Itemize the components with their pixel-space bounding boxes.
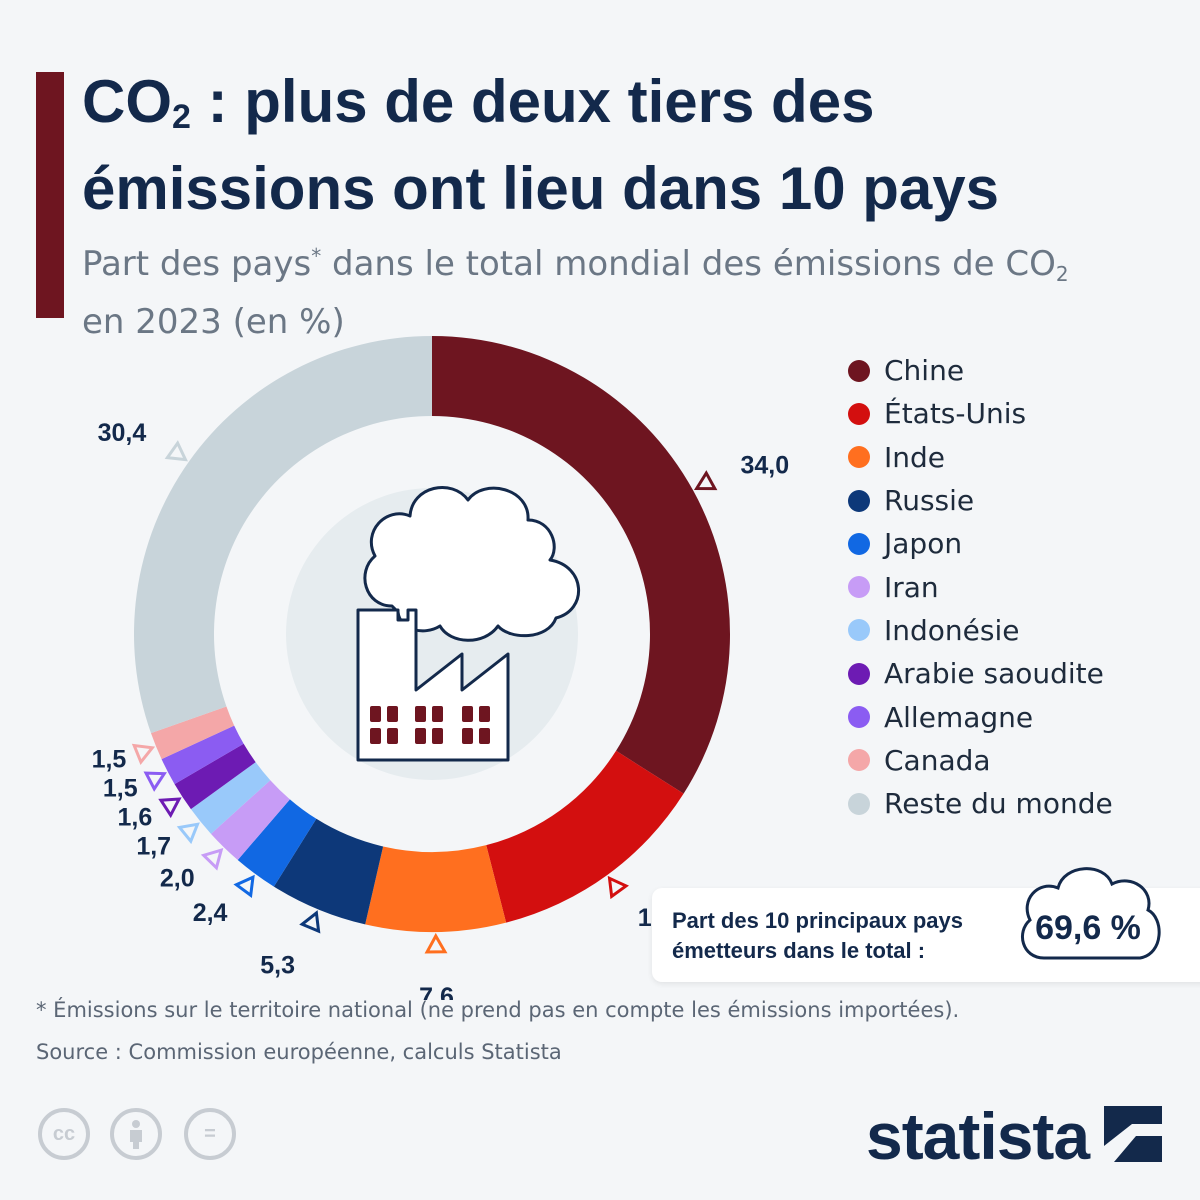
value-label-5: 2,0 — [160, 864, 195, 892]
pointer-0 — [693, 470, 718, 491]
slice-2 — [365, 845, 507, 932]
legend-swatch — [848, 706, 870, 729]
legend-swatch — [848, 446, 870, 469]
legend-swatch — [848, 576, 870, 599]
factory-cloud-icon — [356, 485, 581, 762]
legend-item: Canada — [848, 739, 1113, 782]
legend-label: Arabie saoudite — [884, 657, 1104, 691]
legend-swatch — [848, 489, 870, 512]
value-label-6: 1,7 — [136, 833, 171, 861]
legend-item: Russie — [848, 479, 1113, 522]
pointer-5 — [200, 848, 224, 871]
pointer-9 — [131, 743, 156, 765]
legend-swatch — [848, 749, 870, 772]
legend-item: Indonésie — [848, 609, 1113, 652]
legend-label: Chine — [884, 354, 965, 388]
value-label-10: 30,4 — [98, 419, 147, 447]
legend-swatch — [848, 402, 870, 425]
pointer-2 — [424, 932, 448, 954]
statista-logo-mark-icon — [1104, 1106, 1162, 1162]
legend-label: Japon — [884, 527, 963, 561]
pointer-4 — [233, 874, 255, 898]
pointer-7 — [158, 797, 182, 819]
statista-logo[interactable]: statista — [866, 1099, 1090, 1173]
legend-item: Chine — [848, 349, 1113, 392]
footnote: * Émissions sur le territoire national (… — [36, 998, 960, 1022]
legend-item: Japon — [848, 522, 1113, 565]
legend-label: Canada — [884, 743, 991, 777]
slice-0 — [432, 336, 731, 794]
value-label-8: 1,5 — [103, 775, 138, 803]
slice-1 — [486, 750, 684, 923]
summary-box: Part des 10 principaux pays émetteurs da… — [652, 867, 1200, 982]
title-accent-bar — [36, 72, 64, 318]
summary-value: 69,6 % — [1035, 909, 1141, 947]
legend-swatch — [848, 792, 870, 815]
value-label-7: 1,6 — [118, 803, 153, 831]
slice-9 — [150, 706, 235, 760]
factory-windows — [370, 706, 490, 744]
value-label-0: 34,0 — [740, 451, 789, 479]
legend-label: Allemagne — [884, 700, 1034, 734]
legend-item: Iran — [848, 565, 1113, 608]
value-label-4: 2,4 — [193, 899, 228, 927]
source-note: Source : Commission européenne, calculs … — [36, 1040, 562, 1064]
legend-label: Indonésie — [884, 613, 1020, 647]
slice-5 — [210, 780, 290, 860]
legend-label: Reste du monde — [884, 787, 1113, 821]
nd-icon[interactable]: = — [184, 1108, 236, 1160]
pointer-6 — [176, 822, 200, 845]
legend-item: États-Unis — [848, 392, 1113, 435]
by-icon[interactable] — [110, 1108, 162, 1160]
slice-6 — [190, 762, 271, 834]
legend-swatch — [848, 532, 870, 555]
value-label-3: 5,3 — [260, 952, 295, 980]
chart-title: CO2 : plus de deux tiers des émissions o… — [82, 68, 999, 222]
legend-item: Arabie saoudite — [848, 652, 1113, 695]
pointer-8 — [143, 771, 167, 792]
pointer-10 — [164, 440, 188, 462]
slice-3 — [273, 818, 384, 925]
pointer-3 — [299, 910, 321, 934]
slice-4 — [237, 799, 317, 887]
legend-label: Iran — [884, 570, 939, 604]
legend-label: États-Unis — [884, 397, 1027, 431]
slice-10 — [133, 336, 432, 734]
chart-subtitle: Part des pays* dans le total mondial des… — [82, 244, 1069, 342]
slice-7 — [174, 743, 256, 810]
pointer-1 — [607, 875, 629, 900]
legend-item: Allemagne — [848, 695, 1113, 738]
value-label-9: 1,5 — [92, 745, 127, 773]
legend-label: Inde — [884, 440, 946, 474]
value-label-2: 7,6 — [419, 983, 454, 1000]
legend-swatch — [848, 359, 870, 382]
donut-chart: 34,012,07,65,32,42,01,71,61,51,530,4 — [92, 336, 789, 1000]
legend-swatch — [848, 662, 870, 685]
cloud-badge-icon — [1021, 867, 1161, 960]
legend: Chine États-Unis Inde Russie Japon Iran Indoné… — [848, 349, 1113, 825]
legend-item: Reste du monde — [848, 782, 1113, 825]
summary-label: Part des 10 principaux pays émetteurs da… — [672, 908, 964, 963]
cc-icon[interactable]: cc — [38, 1108, 90, 1160]
legend-label: Russie — [884, 484, 975, 518]
slice-8 — [161, 725, 244, 785]
legend-swatch — [848, 619, 870, 642]
legend-item: Inde — [848, 436, 1113, 479]
